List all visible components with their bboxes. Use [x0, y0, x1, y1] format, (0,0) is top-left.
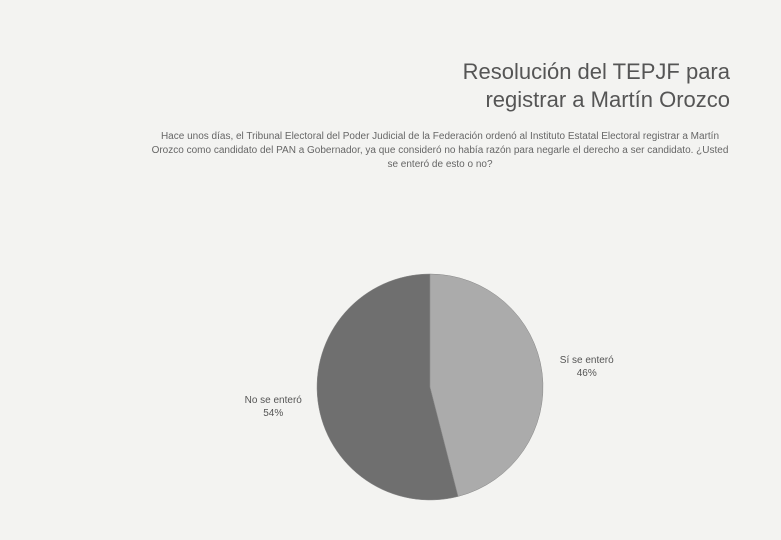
slice-label: Sí se enteró 46% [552, 354, 622, 380]
chart-subtitle: Hace unos días, el Tribunal Electoral de… [151, 131, 729, 170]
chart-title: Resolución del TEPJF para registrar a Ma… [462, 59, 730, 112]
slice-label: No se enteró 54% [238, 394, 308, 420]
slice-name: Sí se enteró [559, 355, 614, 367]
pie-slice [316, 273, 459, 501]
slice-value: 46% [576, 368, 597, 380]
slice-value: 54% [263, 407, 284, 419]
pie-slice [429, 273, 544, 497]
slice-name: No se enteró [244, 394, 302, 406]
